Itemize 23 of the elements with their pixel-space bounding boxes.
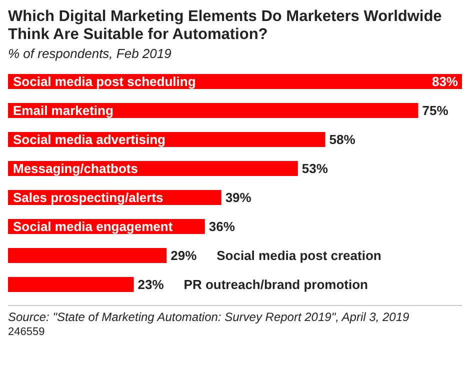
bar	[8, 277, 134, 292]
data-label: 83%	[432, 74, 458, 90]
source-note: Source: "State of Marketing Automation: Survey Report 2019", April 3, 2019	[8, 305, 462, 324]
y-tick-label: Email marketing	[13, 103, 114, 118]
data-label: 75%	[422, 103, 449, 118]
y-tick-label: Social media advertising	[13, 132, 166, 148]
data-label: 29%	[170, 248, 198, 264]
chart-title: Which Digital Marketing Elements Do Marketers Worldwide Think Are Suitable for Automation?	[8, 8, 443, 44]
y-tick-label: Social media post creation	[216, 248, 382, 264]
y-tick-label: PR outreach/brand promotion	[184, 277, 368, 292]
data-label: 36%	[208, 219, 236, 234]
bar	[8, 248, 167, 263]
y-tick-label: Social media engagement	[13, 219, 174, 234]
data-label: 58%	[329, 132, 356, 148]
y-tick-label: Sales prospecting/alerts	[13, 190, 164, 206]
data-label: 39%	[225, 190, 252, 206]
y-tick-label: Messaging/chatbots	[13, 161, 138, 176]
data-label: 53%	[302, 161, 328, 176]
chart-subtitle: % of respondents, Feb 2019	[8, 46, 172, 61]
y-tick-label: Social media post scheduling	[13, 74, 196, 90]
text: 246559	[8, 326, 46, 338]
bar	[8, 103, 418, 118]
data-label: 23%	[138, 277, 164, 292]
